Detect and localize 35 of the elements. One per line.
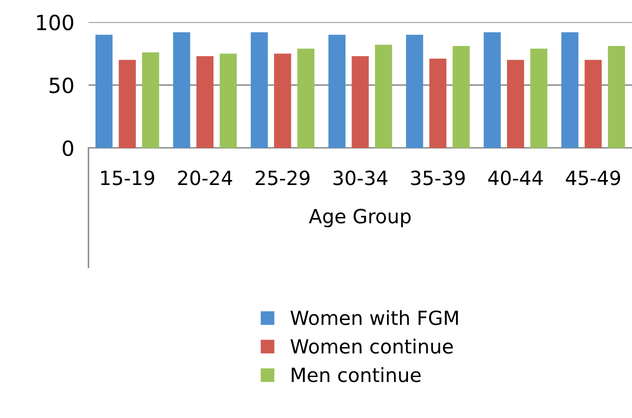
y-tick-label: 0	[62, 140, 74, 156]
bar	[142, 52, 160, 148]
bar	[328, 34, 346, 148]
bar	[173, 32, 190, 148]
x-axis-title: Age Group	[308, 208, 411, 228]
legend-label: Women continue	[290, 338, 453, 354]
bar	[584, 60, 602, 148]
x-tick-label: 45-49	[566, 170, 620, 186]
bar	[250, 32, 268, 148]
x-tick-label: 35-39	[411, 170, 465, 186]
bar	[452, 46, 470, 148]
bar	[274, 54, 292, 148]
bar	[196, 56, 214, 148]
x-tick-label: 15-19	[101, 170, 154, 186]
y-tick-label: 50	[50, 78, 74, 94]
x-tick-label: 25-29	[256, 170, 310, 186]
x-tick-label: 30-34	[333, 170, 388, 186]
x-tick-label: 40-44	[488, 170, 543, 186]
bar	[406, 34, 424, 148]
bar	[608, 46, 626, 148]
bar	[95, 34, 113, 148]
bar	[530, 48, 548, 148]
bar	[484, 32, 501, 148]
y-tick-label: 100	[37, 14, 74, 30]
bar	[429, 58, 446, 148]
bar	[118, 60, 136, 148]
bar	[220, 54, 237, 148]
legend-label: Men continue	[292, 367, 421, 382]
legend-label: Women with FGM	[290, 310, 458, 326]
bar	[374, 44, 392, 148]
bar	[352, 56, 369, 148]
bar	[506, 60, 524, 148]
x-tick-label: 20-24	[178, 170, 232, 186]
bar	[297, 48, 314, 148]
bar	[561, 32, 578, 148]
